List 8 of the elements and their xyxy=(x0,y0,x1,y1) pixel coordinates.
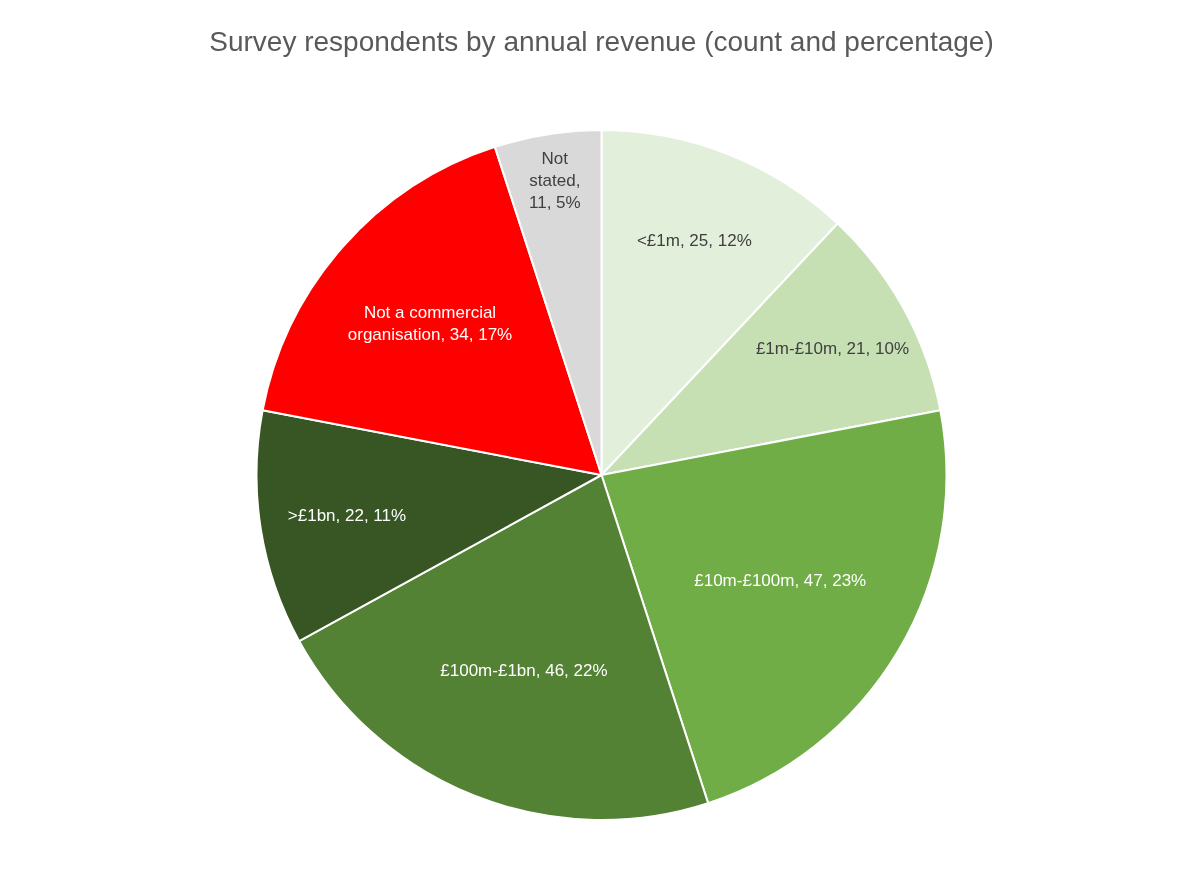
slice-label: <£1m, 25, 12% xyxy=(636,231,752,251)
slice-label: Not a commercial organisation, 34, 17% xyxy=(347,303,513,345)
chart-title: Survey respondents by annual revenue (count and percentage) xyxy=(209,25,994,57)
slice-label: £10m-£100m, 47, 23% xyxy=(694,571,867,591)
slice-label: £100m-£1bn, 46, 22% xyxy=(440,661,608,681)
slice-label: £1m-£10m, 21, 10% xyxy=(755,338,909,358)
slice-label: Not stated, 11, 5% xyxy=(528,148,581,212)
slice-label: >£1bn, 22, 11% xyxy=(287,505,407,525)
